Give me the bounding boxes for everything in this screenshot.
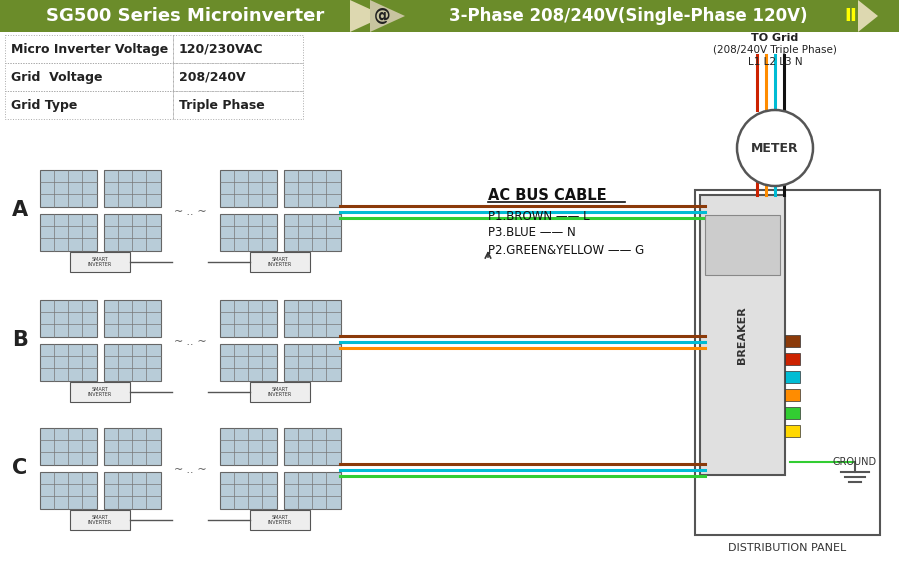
Bar	[219, 300, 277, 337]
Bar	[5, 35, 173, 63]
Text: METER: METER	[752, 142, 799, 155]
Text: ~ .. ~: ~ .. ~	[174, 465, 207, 475]
Bar	[40, 170, 96, 206]
Text: ~ .. ~: ~ .. ~	[174, 337, 207, 347]
Bar	[700, 195, 785, 475]
Bar	[5, 63, 173, 91]
Bar	[40, 300, 96, 337]
Bar	[785, 425, 800, 437]
Bar	[103, 170, 161, 206]
Bar	[5, 91, 173, 119]
Bar	[785, 335, 800, 347]
Bar	[250, 382, 310, 402]
Text: A: A	[12, 200, 28, 220]
Text: Micro Inverter Voltage: Micro Inverter Voltage	[11, 43, 168, 56]
Circle shape	[737, 110, 813, 186]
Bar	[103, 300, 161, 337]
Text: SMART
INVERTER: SMART INVERTER	[88, 387, 112, 397]
Text: SMART
INVERTER: SMART INVERTER	[88, 257, 112, 268]
Text: @: @	[374, 7, 390, 25]
Bar	[785, 371, 800, 383]
Bar	[250, 252, 310, 272]
Bar	[70, 382, 130, 402]
Bar	[103, 428, 161, 465]
Text: BREAKER: BREAKER	[737, 306, 747, 364]
Bar	[103, 472, 161, 509]
Text: SG500 Series Microinverter: SG500 Series Microinverter	[46, 7, 325, 25]
Text: 120/230VAC: 120/230VAC	[179, 43, 263, 56]
Polygon shape	[858, 0, 878, 32]
Bar	[40, 472, 96, 509]
Bar	[705, 215, 780, 275]
Bar	[219, 214, 277, 251]
Text: SMART
INVERTER: SMART INVERTER	[268, 387, 292, 397]
Text: SMART
INVERTER: SMART INVERTER	[268, 515, 292, 525]
Text: TO Grid: TO Grid	[752, 33, 798, 43]
Text: C: C	[13, 458, 28, 478]
Bar	[785, 353, 800, 365]
Text: Grid Type: Grid Type	[11, 98, 77, 111]
Bar	[40, 428, 96, 465]
Bar	[173, 91, 303, 119]
Bar	[0, 0, 899, 32]
Text: ~ .. ~: ~ .. ~	[174, 207, 207, 217]
Text: Grid  Voltage: Grid Voltage	[11, 70, 102, 84]
Bar	[283, 300, 341, 337]
Text: 208/240V: 208/240V	[179, 70, 245, 84]
Bar	[103, 343, 161, 380]
Text: B: B	[12, 330, 28, 350]
Bar	[219, 170, 277, 206]
Bar	[695, 190, 880, 535]
Polygon shape	[370, 0, 405, 32]
Bar	[70, 252, 130, 272]
Polygon shape	[350, 0, 385, 32]
Text: Triple Phase: Triple Phase	[179, 98, 264, 111]
Text: GROUND: GROUND	[833, 457, 877, 467]
Text: P2.GREEN&YELLOW —— G: P2.GREEN&YELLOW —— G	[488, 243, 645, 256]
Bar	[70, 510, 130, 530]
Text: SMART
INVERTER: SMART INVERTER	[268, 257, 292, 268]
Bar	[219, 472, 277, 509]
Text: L1 L2 L3 N: L1 L2 L3 N	[748, 57, 802, 67]
Text: P3.BLUE —— N: P3.BLUE —— N	[488, 226, 575, 239]
Bar	[283, 343, 341, 380]
Bar	[40, 214, 96, 251]
Bar	[785, 407, 800, 419]
Bar	[283, 428, 341, 465]
Bar	[40, 343, 96, 380]
Bar	[283, 214, 341, 251]
Bar	[219, 343, 277, 380]
Text: DISTRIBUTION PANEL: DISTRIBUTION PANEL	[728, 543, 846, 553]
Text: SMART
INVERTER: SMART INVERTER	[88, 515, 112, 525]
Text: (208/240V Triple Phase): (208/240V Triple Phase)	[713, 45, 837, 55]
Bar	[173, 63, 303, 91]
Text: 3-Phase 208/240V(Single-Phase 120V): 3-Phase 208/240V(Single-Phase 120V)	[449, 7, 807, 25]
Bar	[785, 389, 800, 401]
Bar	[219, 428, 277, 465]
Bar	[103, 214, 161, 251]
Polygon shape	[872, 0, 899, 32]
Bar	[173, 35, 303, 63]
Bar	[250, 510, 310, 530]
Text: P1.BROWN —— L: P1.BROWN —— L	[488, 210, 590, 223]
Bar	[283, 170, 341, 206]
Text: Ⅱ: Ⅱ	[844, 7, 856, 25]
Text: AC BUS CABLE: AC BUS CABLE	[488, 188, 607, 202]
Bar	[283, 472, 341, 509]
